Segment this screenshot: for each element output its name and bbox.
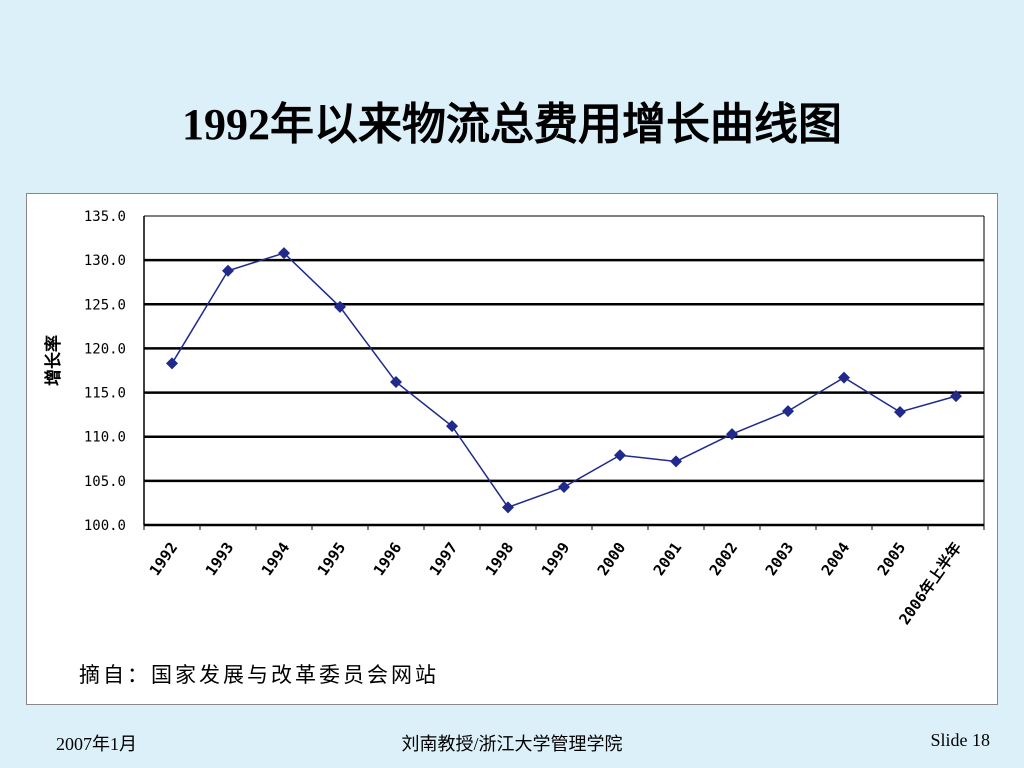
x-tick-label: 2001 bbox=[650, 539, 685, 579]
data-point-marker bbox=[950, 390, 962, 403]
data-point-marker bbox=[278, 247, 290, 260]
y-tick-label: 100.0 bbox=[84, 518, 126, 534]
x-tick-label: 1995 bbox=[314, 539, 349, 579]
x-tick-label: 1996 bbox=[370, 539, 405, 579]
data-point-marker bbox=[614, 449, 626, 462]
data-point-marker bbox=[334, 300, 346, 313]
x-tick-label: 2005 bbox=[874, 539, 909, 579]
data-point-marker bbox=[390, 375, 402, 388]
source-note: 摘自：国家发展与改革委员会网站 bbox=[79, 663, 439, 687]
data-point-marker bbox=[222, 264, 234, 277]
data-point-marker bbox=[726, 428, 738, 441]
x-tick-label: 1999 bbox=[538, 539, 573, 579]
y-tick-label: 105.0 bbox=[84, 474, 126, 490]
x-tick-label: 1994 bbox=[258, 539, 293, 579]
x-tick-label: 2000 bbox=[594, 539, 629, 579]
y-tick-label: 115.0 bbox=[84, 386, 126, 402]
x-tick-label: 2003 bbox=[762, 539, 797, 579]
x-tick-label: 2004 bbox=[818, 539, 853, 579]
data-point-marker bbox=[558, 481, 570, 494]
data-point-marker bbox=[670, 455, 682, 468]
footer-slide-number: Slide 18 bbox=[930, 730, 990, 750]
x-tick-label: 1992 bbox=[146, 539, 181, 579]
x-tick-label: 1993 bbox=[202, 539, 237, 579]
data-point-marker bbox=[166, 357, 178, 370]
footer-author: 刘南教授/浙江大学管理学院 bbox=[401, 734, 623, 754]
chart-panel: 135.0 130.0 125.0 120.0 115.0 110.0 105.0 100.0… bbox=[26, 193, 998, 705]
y-tick-label: 120.0 bbox=[84, 341, 126, 357]
series-line bbox=[171, 252, 957, 509]
x-tick-label: 1997 bbox=[426, 539, 461, 579]
x-tick-label: 2002 bbox=[706, 539, 741, 579]
data-point-marker bbox=[502, 501, 514, 514]
data-point-marker bbox=[838, 371, 850, 384]
line-chart: 135.0 130.0 125.0 120.0 115.0 110.0 105.0 100.0… bbox=[43, 209, 985, 628]
y-axis-label: 增长率 bbox=[43, 335, 64, 386]
footer-date: 2007年1月 bbox=[56, 734, 137, 754]
x-tick-label: 1998 bbox=[482, 539, 517, 579]
slide-title: 1992年以来物流总费用增长曲线图 bbox=[182, 100, 842, 149]
data-point-marker bbox=[446, 420, 458, 433]
data-point-marker bbox=[782, 405, 794, 418]
y-tick-label: 130.0 bbox=[84, 253, 126, 269]
y-tick-label: 135.0 bbox=[84, 209, 126, 225]
y-tick-label: 110.0 bbox=[84, 430, 126, 446]
data-point-marker bbox=[894, 405, 906, 418]
y-tick-label: 125.0 bbox=[84, 297, 126, 313]
